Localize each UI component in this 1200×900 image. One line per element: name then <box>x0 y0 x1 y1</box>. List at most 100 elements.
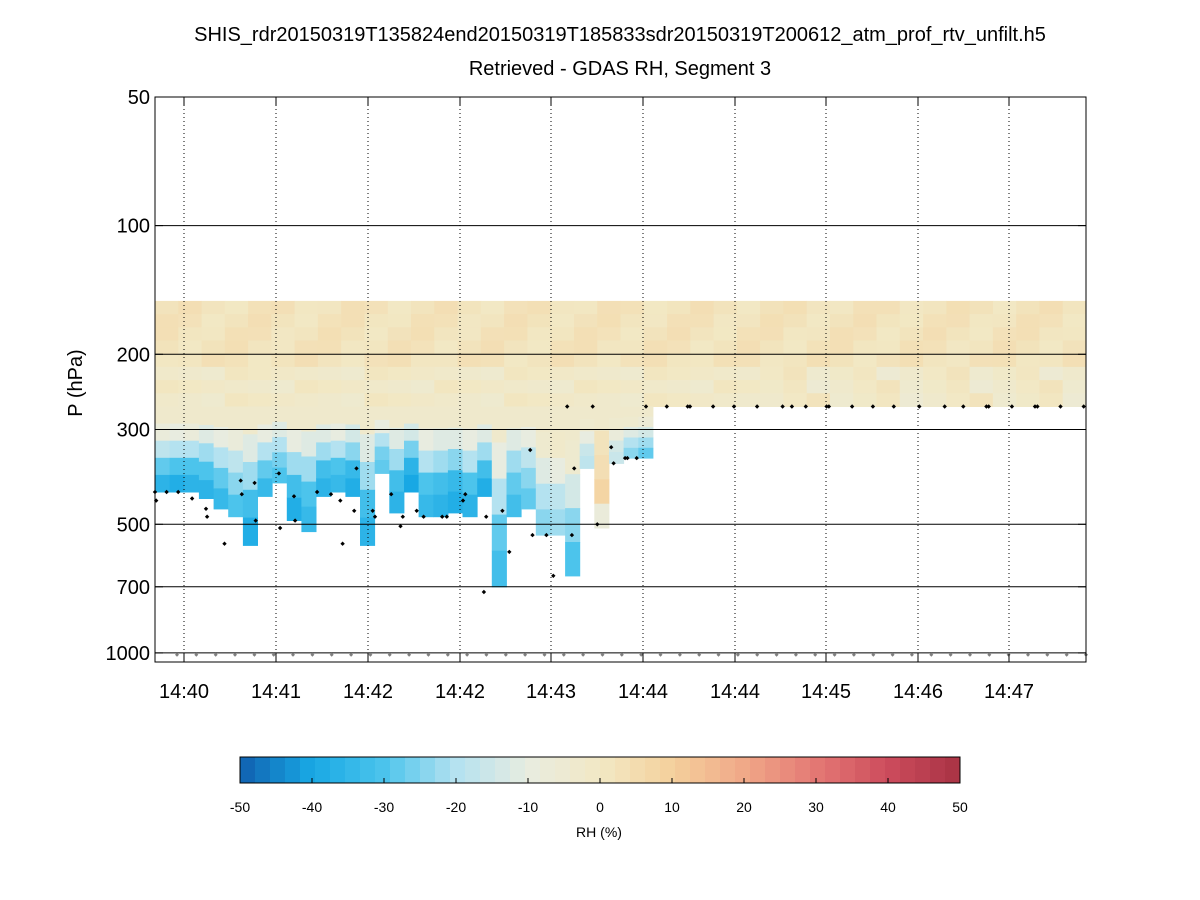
colorbar-segment <box>240 757 256 783</box>
heatmap-cell <box>434 327 459 341</box>
heatmap-cell <box>294 327 319 341</box>
heatmap-cell <box>364 314 389 328</box>
heatmap-cell <box>1016 353 1040 368</box>
heatmap-cell <box>623 437 639 449</box>
heatmap-cell <box>341 340 365 355</box>
heatmap-cell <box>198 424 214 444</box>
heatmap-cell <box>480 314 505 328</box>
heatmap-cell <box>155 314 179 328</box>
heatmap-cell <box>946 314 971 328</box>
retrieval-point <box>569 532 575 538</box>
heatmap-cell <box>620 353 645 368</box>
colorbar-segment <box>300 757 316 783</box>
heatmap-cell <box>876 300 901 315</box>
heatmap-cell <box>504 366 528 381</box>
x-tick-label: 14:46 <box>893 681 943 703</box>
heatmap-cell <box>301 456 317 482</box>
surface-point <box>523 652 528 657</box>
x-tick-label: 14:41 <box>251 681 301 703</box>
heatmap-cell <box>224 340 249 355</box>
heatmap-cell <box>1039 353 1064 368</box>
heatmap-cell <box>201 380 226 394</box>
heatmap-cell <box>713 327 738 341</box>
surface-point <box>291 652 295 657</box>
heatmap-cell <box>271 300 296 315</box>
heatmap-cell <box>579 456 595 469</box>
heatmap-cell <box>389 491 405 514</box>
heatmap-cell <box>1062 314 1087 328</box>
heatmap-cell <box>1039 314 1064 328</box>
heatmap-cell <box>535 509 551 536</box>
retrieval-point <box>824 404 829 409</box>
heatmap-cell <box>178 366 203 381</box>
heatmap-cell <box>434 366 459 381</box>
colorbar-segment <box>765 757 781 783</box>
heatmap-cell <box>550 406 566 433</box>
heatmap-cell <box>969 393 994 407</box>
heatmap-cell <box>198 480 214 499</box>
heatmap-cell <box>387 353 412 368</box>
heatmap-cell <box>317 327 342 341</box>
heatmap-cell <box>201 353 226 368</box>
heatmap-cell <box>404 474 420 493</box>
colorbar-tick-label: 30 <box>808 799 824 815</box>
heatmap-cell <box>224 393 249 407</box>
heatmap-cell <box>620 314 645 328</box>
retrieval-point <box>1058 404 1063 409</box>
heatmap-cell <box>457 340 482 355</box>
heatmap-cell <box>579 431 595 445</box>
retrieval-point <box>1081 404 1086 409</box>
heatmap-cell <box>853 314 878 328</box>
heatmap-cell <box>389 470 405 493</box>
heatmap-cell <box>434 314 459 328</box>
heatmap-cell <box>434 380 459 394</box>
retrieval-point <box>338 498 343 503</box>
heatmap-cell <box>155 340 179 355</box>
heatmap-cell <box>155 300 179 315</box>
x-tick-label: 14:45 <box>801 681 851 703</box>
colorbar-segment <box>735 757 751 783</box>
retrieval-point <box>664 404 669 409</box>
retrieval-point <box>1032 404 1038 409</box>
retrieval-point <box>917 404 922 409</box>
heatmap-cell <box>178 300 203 315</box>
retrieval-point <box>891 404 896 409</box>
x-tick-label: 14:42 <box>435 681 485 703</box>
x-tick-label: 14:43 <box>526 681 576 703</box>
retrieval-point <box>609 445 614 450</box>
heatmap-cell <box>623 427 639 438</box>
heatmap-cell <box>527 393 552 407</box>
heatmap-cell <box>946 353 971 368</box>
surface-point <box>581 652 586 657</box>
colorbar-segment <box>870 757 886 783</box>
retrieval-point <box>444 514 449 519</box>
heatmap-cell <box>248 393 272 407</box>
points-layer <box>152 404 1088 657</box>
retrieval-point <box>328 492 334 497</box>
heatmap-cell <box>169 440 185 459</box>
retrieval-point <box>634 455 639 461</box>
heatmap-cell <box>213 467 229 489</box>
heatmap-cell <box>992 353 1017 368</box>
heatmap-cell <box>923 327 947 341</box>
surface-point <box>697 652 702 657</box>
heatmap-cell <box>257 424 273 443</box>
heatmap-cell <box>550 483 566 510</box>
heatmap-cell <box>899 300 924 315</box>
y-axis: 50 100 200 300 500 700 1000 <box>106 87 1086 665</box>
heatmap-cell <box>504 393 528 407</box>
heatmap-cell <box>316 424 332 443</box>
heatmap-cell <box>341 366 365 381</box>
heatmap-cell <box>433 406 449 429</box>
heatmap-cell <box>521 427 537 448</box>
heatmap-cell <box>1062 366 1087 381</box>
colorbar-tick-label: -30 <box>374 799 394 815</box>
heatmap-cell <box>565 406 581 441</box>
heatmap-cell <box>330 474 346 493</box>
heatmap-cell <box>620 393 645 407</box>
colorbar-tick-label: 50 <box>952 799 968 815</box>
heatmap-cell <box>830 327 854 341</box>
heatmap-cell <box>574 353 598 368</box>
surface-point <box>426 652 431 657</box>
retrieval-point <box>204 514 210 519</box>
